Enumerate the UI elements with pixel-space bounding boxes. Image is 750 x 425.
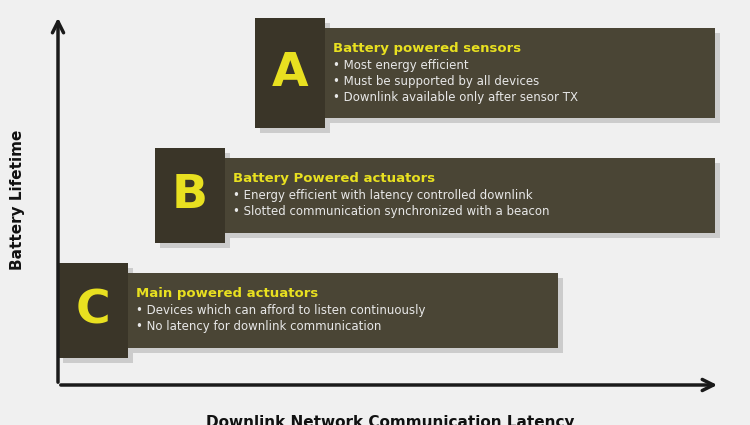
Bar [160,153,230,248]
Bar [225,158,715,233]
Text: Battery Powered actuators: Battery Powered actuators [233,172,435,185]
Bar [260,23,330,133]
Text: Main powered actuators: Main powered actuators [136,287,318,300]
Bar [230,163,720,238]
Text: Downlink Network Communication Latency: Downlink Network Communication Latency [206,415,574,425]
Text: B: B [172,173,208,218]
Text: • Slotted communication synchronized with a beacon: • Slotted communication synchronized wit… [233,205,550,218]
Text: • Devices which can afford to listen continuously: • Devices which can afford to listen con… [136,304,425,317]
Bar [133,278,563,353]
Text: Battery powered sensors: Battery powered sensors [333,42,521,55]
Bar [325,28,715,118]
Text: • No latency for downlink communication: • No latency for downlink communication [136,320,381,333]
Text: • Must be supported by all devices: • Must be supported by all devices [333,75,539,88]
Bar [330,33,720,123]
Text: • Most energy efficient: • Most energy efficient [333,59,469,72]
Text: Battery Lifetime: Battery Lifetime [10,130,26,270]
Text: • Downlink available only after sensor TX: • Downlink available only after sensor T… [333,91,578,104]
Bar [58,263,128,358]
Bar [155,148,225,243]
Bar [255,18,325,128]
Text: • Energy efficient with latency controlled downlink: • Energy efficient with latency controll… [233,189,532,202]
Bar [63,268,133,363]
Text: C: C [76,288,110,333]
Bar [128,273,558,348]
Text: A: A [272,51,308,96]
